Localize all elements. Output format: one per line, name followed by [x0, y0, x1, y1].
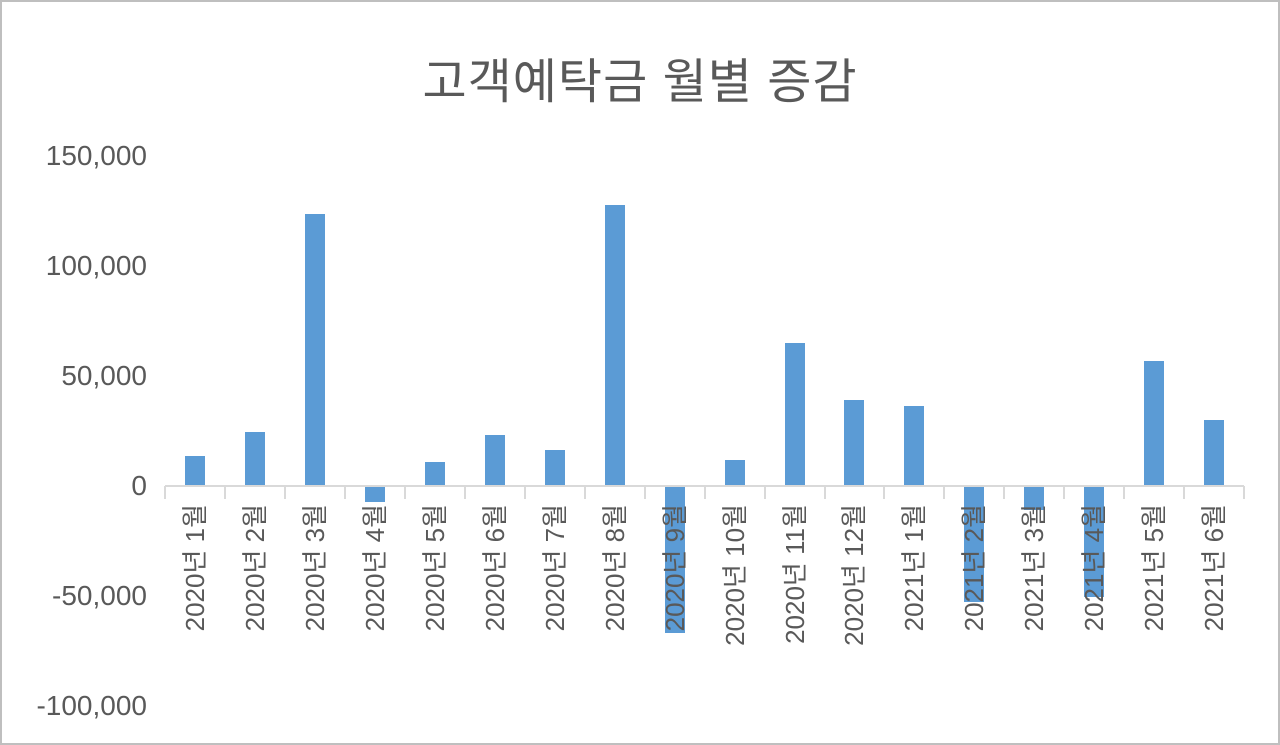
y-tick-label: 0	[131, 469, 147, 501]
x-tick-label: 2020년 8월	[599, 504, 630, 632]
bar	[784, 342, 805, 486]
x-axis-tick	[523, 485, 526, 499]
x-axis-tick	[404, 485, 407, 499]
x-axis-tick	[224, 485, 227, 499]
bar	[365, 485, 386, 502]
bar	[1084, 485, 1105, 597]
y-tick-label: -100,000	[36, 689, 147, 721]
x-axis-tick	[164, 485, 167, 499]
x-tick-label: 2020년 6월	[479, 504, 510, 632]
x-axis-tick	[763, 485, 766, 499]
bar	[424, 462, 445, 486]
bar	[664, 485, 685, 633]
x-tick-label: 2020년 9월	[659, 504, 690, 632]
x-axis-tick	[463, 485, 466, 499]
x-axis-tick	[284, 485, 287, 499]
x-axis-tick	[703, 485, 706, 499]
x-axis-tick	[583, 485, 586, 499]
y-tick-label: 150,000	[45, 139, 147, 171]
x-tick-label: 2020년 1월	[180, 504, 211, 632]
bar	[305, 213, 326, 486]
bar	[1204, 419, 1225, 486]
x-tick-label: 2021년 3월	[1019, 504, 1050, 632]
bar	[844, 399, 865, 486]
x-tick-label: 2021년 2월	[959, 504, 990, 632]
x-tick-label: 2020년 12월	[839, 504, 870, 646]
x-tick-label: 2020년 11월	[779, 504, 810, 644]
x-tick-label: 2020년 3월	[300, 504, 331, 632]
x-axis-tick	[344, 485, 347, 499]
x-tick-label: 2020년 2월	[240, 504, 271, 632]
x-axis-tick	[823, 485, 826, 499]
x-tick-label: 2021년 5월	[1139, 504, 1170, 632]
x-tick-label: 2020년 10월	[719, 504, 750, 646]
x-axis-tick	[943, 485, 946, 499]
x-axis-tick	[1063, 485, 1066, 499]
x-axis-tick	[643, 485, 646, 499]
bar	[484, 434, 505, 486]
bar	[964, 485, 985, 603]
x-axis-tick	[1183, 485, 1186, 499]
bar	[724, 460, 745, 486]
y-tick-label: 100,000	[45, 249, 147, 281]
x-tick-label: 2021년 1월	[899, 504, 930, 632]
x-tick-label: 2021년 6월	[1199, 504, 1230, 632]
bar	[1024, 485, 1045, 510]
chart-title: 고객예탁금 월별 증감	[422, 56, 858, 109]
x-axis-tick	[1243, 485, 1246, 499]
y-tick-label: -50,000	[52, 579, 147, 611]
x-axis-tick	[1123, 485, 1126, 499]
x-tick-label: 2020년 4월	[360, 504, 391, 632]
x-tick-label: 2021년 4월	[1079, 504, 1110, 632]
x-axis-tick	[1003, 485, 1006, 499]
x-axis-tick	[883, 485, 886, 499]
x-tick-label: 2020년 7월	[539, 504, 570, 632]
bar	[604, 205, 625, 486]
bar	[185, 455, 206, 486]
bar	[1144, 361, 1165, 486]
bar	[904, 406, 925, 486]
bar	[544, 450, 565, 486]
bar	[245, 431, 266, 486]
y-tick-label: 50,000	[61, 359, 147, 391]
x-tick-label: 2020년 5월	[419, 504, 450, 632]
